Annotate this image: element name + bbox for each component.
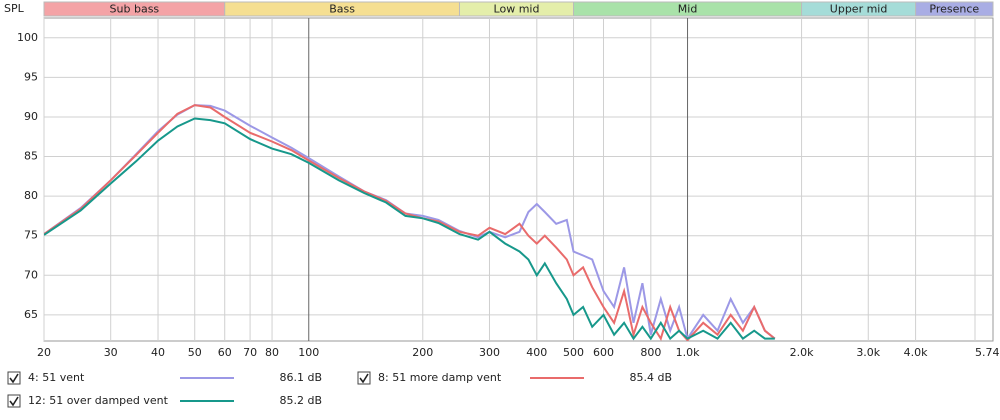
x-tick-label: 20 xyxy=(37,346,51,359)
y-tick-label: 75 xyxy=(24,229,38,242)
x-tick-label: 300 xyxy=(479,346,500,359)
legend-level: 86.1 dB xyxy=(279,371,322,384)
band-label: Low mid xyxy=(494,3,540,16)
x-tick-label: 500 xyxy=(563,346,584,359)
legend-checkbox[interactable] xyxy=(357,371,371,385)
y-tick-label: 90 xyxy=(24,110,38,123)
y-tick-label: 85 xyxy=(24,150,38,163)
x-tick-label: 400 xyxy=(526,346,547,359)
y-axis-label: SPL xyxy=(4,2,25,15)
x-tick-label: 70 xyxy=(243,346,257,359)
legend-name: 4: 51 vent xyxy=(28,371,85,384)
band-label: Upper mid xyxy=(830,3,888,16)
series-line xyxy=(44,117,775,341)
x-tick-label: 600 xyxy=(593,346,614,359)
x-tick-label: 60 xyxy=(218,346,232,359)
x-tick-label: 200 xyxy=(412,346,433,359)
x-tick-label: 40 xyxy=(151,346,165,359)
series-line xyxy=(44,104,776,341)
legend-check xyxy=(9,396,19,407)
legend-name: 8: 51 more damp vent xyxy=(378,371,502,384)
band-label: Mid xyxy=(678,3,698,16)
legend-check xyxy=(9,373,19,384)
y-tick-label: 95 xyxy=(24,70,38,83)
legend-checkbox[interactable] xyxy=(7,394,21,408)
legend-name: 12: 51 over damped vent xyxy=(28,394,169,407)
y-tick-label: 100 xyxy=(17,31,38,44)
y-tick-label: 80 xyxy=(24,189,38,202)
legend-check xyxy=(359,373,369,384)
x-tick-label: 2.0k xyxy=(790,346,814,359)
x-tick-label: 100 xyxy=(298,346,319,359)
band-label: Sub bass xyxy=(110,3,160,16)
x-tick-label: 30 xyxy=(104,346,118,359)
legend-checkbox[interactable] xyxy=(7,371,21,385)
band-label: Presence xyxy=(929,3,979,16)
x-tick-label: 1.0k xyxy=(676,346,700,359)
band xyxy=(915,1,994,17)
x-tick-label: 3.0k xyxy=(856,346,880,359)
x-tick-label: 800 xyxy=(640,346,661,359)
legend-level: 85.2 dB xyxy=(279,394,322,407)
x-tick-label: 4.0k xyxy=(904,346,928,359)
y-tick-label: 70 xyxy=(24,268,38,281)
legend-level: 85.4 dB xyxy=(629,371,672,384)
x-tick-label: 50 xyxy=(188,346,202,359)
plot-frame xyxy=(43,17,994,342)
x-tick-label: 5.74kHz xyxy=(975,346,1000,359)
x-tick-label: 80 xyxy=(265,346,279,359)
band-label: Bass xyxy=(329,3,355,16)
y-tick-label: 65 xyxy=(24,308,38,321)
